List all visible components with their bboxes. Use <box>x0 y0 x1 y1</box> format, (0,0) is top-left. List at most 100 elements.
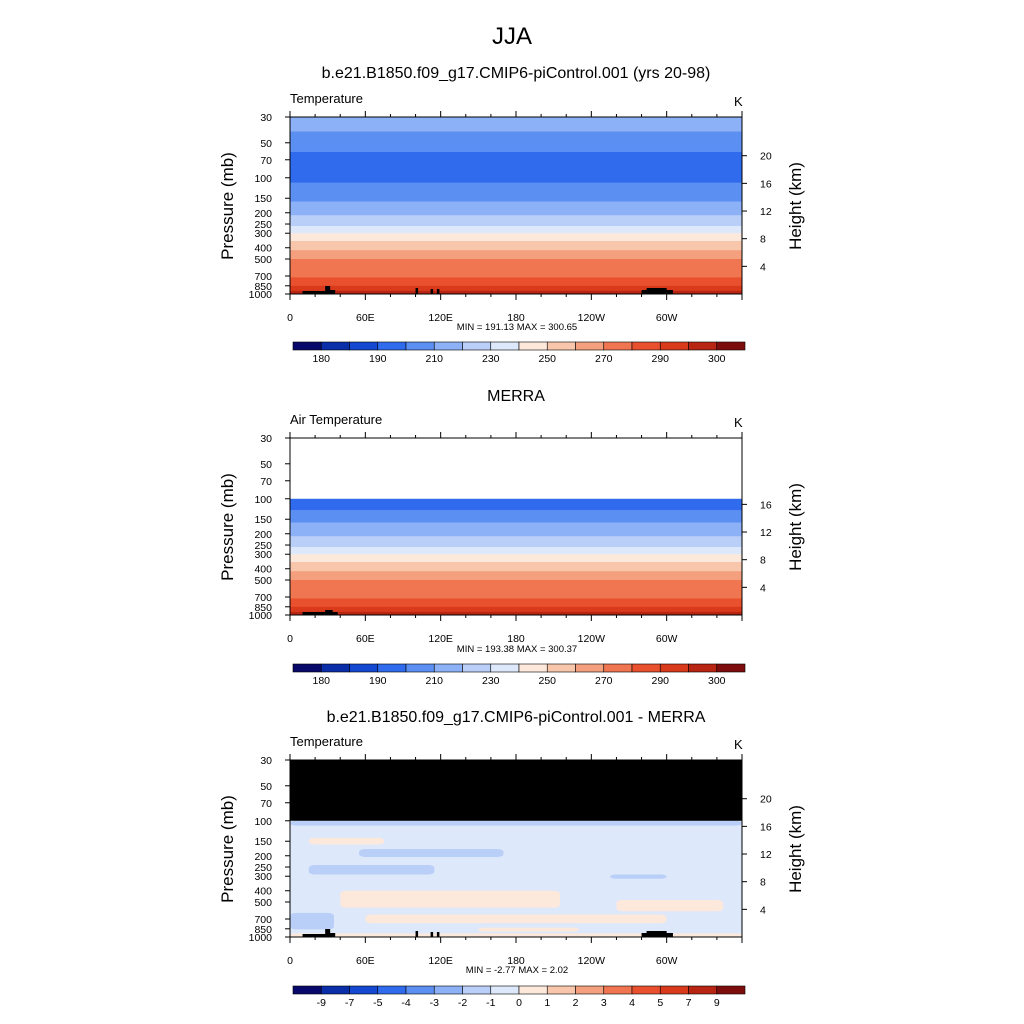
anomaly-region <box>308 837 385 845</box>
colorbar-box <box>490 341 520 351</box>
pressure-tick-label: 250 <box>254 862 272 874</box>
height-axis: 4 8 12 16 20 <box>742 794 772 916</box>
topography-mask <box>302 291 328 294</box>
height-axis: 4 8 12 16 <box>742 499 772 594</box>
pressure-tick-label: 400 <box>254 886 272 898</box>
temperature-band <box>290 510 742 523</box>
topography-mask <box>415 288 419 294</box>
pressure-tick-label: 250 <box>254 540 272 552</box>
temperature-band <box>290 589 742 599</box>
longitude-tick-label: 120W <box>578 312 606 324</box>
longitude-tick-label: 120W <box>578 633 606 645</box>
colorbar-box <box>518 663 548 673</box>
pressure-tick-label: 250 <box>254 219 272 231</box>
anomaly-region <box>610 874 667 879</box>
colorbar-box <box>716 341 746 351</box>
colorbar-label: 290 <box>651 675 669 687</box>
pressure-tick-label: 700 <box>254 592 272 604</box>
longitude-tick-label: 120E <box>428 312 453 324</box>
pressure-tick-label: 100 <box>254 173 272 185</box>
colorbar-label: 300 <box>708 675 726 687</box>
units-label: K <box>734 737 743 752</box>
temperature-band <box>290 290 742 295</box>
anomaly-region <box>340 890 560 908</box>
topography-mask <box>327 290 336 294</box>
topography-mask <box>430 289 434 294</box>
panel-subtitle: MERRA <box>487 388 545 405</box>
panel-difference: b.e21.B1850.f09_g17.CMIP6-piControl.001 … <box>218 709 805 1009</box>
colorbar-label: -7 <box>345 997 354 1009</box>
temperature-band <box>290 571 742 581</box>
colorbar-label: -2 <box>458 997 467 1009</box>
colorbar-box <box>433 341 463 351</box>
variable-label: Air Temperature <box>290 412 382 427</box>
pressure-tick-label: 850 <box>254 924 272 936</box>
main-title: JJA <box>492 23 532 50</box>
colorbar-label: -3 <box>430 997 439 1009</box>
pressure-tick-label: 70 <box>260 155 272 167</box>
temperature-band <box>290 277 742 287</box>
variable-label: Temperature <box>290 734 363 749</box>
temperature-band <box>290 215 742 227</box>
colorbar-box <box>575 663 605 673</box>
colorbar-label: 5 <box>657 997 663 1009</box>
colorbar-box <box>518 985 548 995</box>
pressure-tick-label: 50 <box>260 781 272 793</box>
colorbar-box <box>546 663 576 673</box>
pressure-tick-label: 700 <box>254 271 272 283</box>
colorbar-labels: 180 190 210 230 250 270 290 300 <box>312 353 725 365</box>
temperature-band <box>290 131 742 153</box>
longitude-axis: 0 60E 120E 180 120W 60W <box>287 754 743 967</box>
longitude-tick-label: 180 <box>507 955 525 967</box>
colorbar-label: 210 <box>425 353 443 365</box>
longitude-tick-label: 0 <box>287 633 293 645</box>
anomaly-region <box>359 849 504 858</box>
pressure-tick-label: 1000 <box>249 610 273 622</box>
longitude-tick-label: 60E <box>356 312 375 324</box>
colorbar-box <box>716 985 746 995</box>
colorbar-box <box>659 985 689 995</box>
colorbar-label: 210 <box>425 675 443 687</box>
colorbar-box <box>433 663 463 673</box>
temperature-band <box>290 182 742 202</box>
topography-mask <box>302 934 328 937</box>
temperature-band <box>290 241 742 251</box>
colorbar-box <box>688 341 718 351</box>
pressure-tick-label: 70 <box>260 476 272 488</box>
pressure-tick-label: 1000 <box>249 289 273 301</box>
longitude-tick-label: 60E <box>356 955 375 967</box>
height-tick-label: 12 <box>760 206 772 218</box>
colorbar-box <box>631 341 661 351</box>
temperature-band <box>290 606 742 613</box>
height-axis-title: Height (km) <box>786 483 805 571</box>
height-tick-label: 12 <box>760 527 772 539</box>
pressure-tick-label: 1000 <box>249 932 273 944</box>
colorbar-label: 1 <box>544 997 550 1009</box>
colorbar-label: 290 <box>651 353 669 365</box>
longitude-axis: 0 60E 120E 180 120W 60W <box>287 111 743 324</box>
pressure-axis-title: Pressure (mb) <box>218 473 237 581</box>
colorbar-box <box>716 663 746 673</box>
colorbar-box <box>349 985 379 995</box>
pressure-tick-label: 200 <box>254 851 272 863</box>
temperature-band <box>290 562 742 572</box>
temperature-band <box>290 268 742 278</box>
pressure-tick-label: 200 <box>254 529 272 541</box>
anomaly-region <box>290 820 742 826</box>
contour-plot <box>290 117 742 295</box>
longitude-tick-label: 120E <box>428 633 453 645</box>
longitude-tick-label: 60W <box>656 955 678 967</box>
pressure-tick-label: 400 <box>254 243 272 255</box>
colorbar-label: 300 <box>708 353 726 365</box>
pressure-axis: 30 50 70 100 150 200 250 300 400 500 700… <box>249 433 290 622</box>
anomaly-region <box>308 864 435 875</box>
colorbar-labels: 180 190 210 230 250 270 290 300 <box>312 675 725 687</box>
colorbar-box <box>688 985 718 995</box>
topography-mask <box>436 932 440 937</box>
colorbar-box <box>659 663 689 673</box>
colorbar-box <box>320 341 350 351</box>
height-tick-label: 4 <box>760 904 766 916</box>
colorbar-box <box>546 341 576 351</box>
pressure-tick-label: 500 <box>254 575 272 587</box>
colorbar-label: 230 <box>482 675 500 687</box>
